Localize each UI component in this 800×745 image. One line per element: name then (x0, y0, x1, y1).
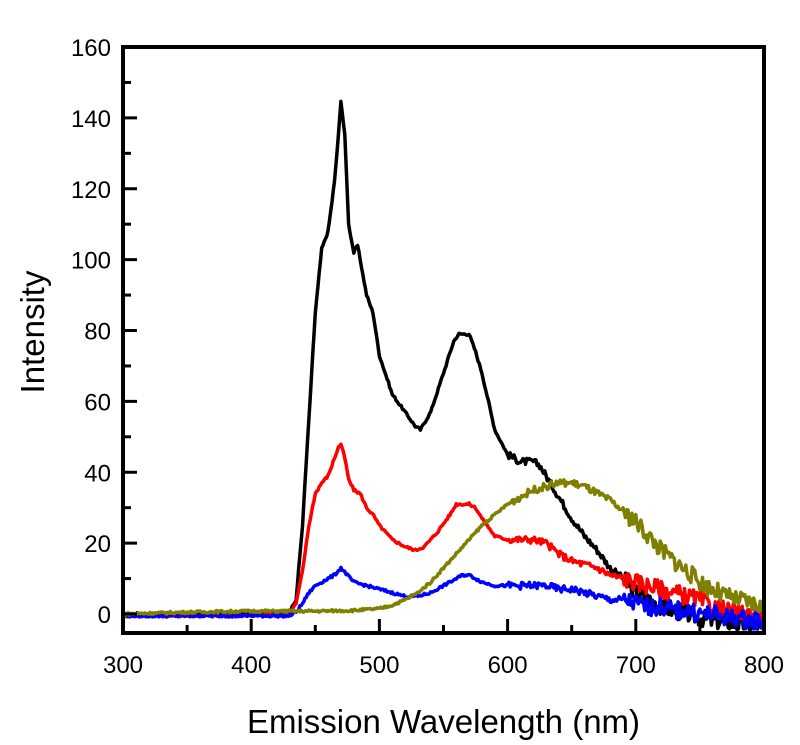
y-tick-label: 0 (98, 602, 111, 629)
series-line-olive (122, 478, 766, 617)
y-tick-label: 120 (71, 177, 111, 204)
ticks-layer: 300 400 500 600 700 800 0 20 40 60 80 100 120 140 160 (71, 35, 784, 679)
y-tick-label: 60 (84, 389, 111, 416)
x-tick-label: 600 (488, 652, 528, 679)
series-line-red (121, 442, 766, 625)
y-axis-title: Intensity (14, 270, 51, 393)
x-tick-label: 800 (744, 652, 784, 679)
x-tick-label: 700 (616, 652, 656, 679)
y-tick-label: 20 (84, 531, 111, 558)
series-layer (121, 99, 766, 633)
y-tick-label: 160 (71, 35, 111, 62)
x-axis-title: Emission Wavelength (nm) (247, 703, 640, 740)
series-line-blue (122, 565, 766, 631)
x-tick-label: 400 (231, 652, 271, 679)
y-tick-label: 140 (71, 106, 111, 133)
y-tick-label: 80 (84, 319, 111, 346)
y-tick-label: 40 (84, 460, 111, 487)
x-tick-label: 500 (359, 652, 399, 679)
plot-frame (121, 45, 766, 635)
y-tick-label: 100 (71, 248, 111, 275)
x-tick-label: 300 (103, 652, 143, 679)
